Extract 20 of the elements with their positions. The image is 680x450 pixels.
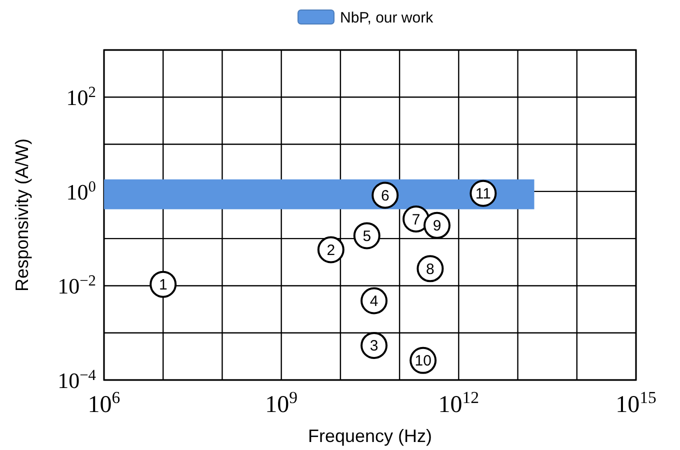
annotation: 4 — [370, 292, 378, 310]
legend-label: NbP, our work — [340, 9, 434, 26]
annotation: 3 — [370, 338, 378, 355]
annotation: 6 — [380, 187, 390, 204]
y-axis-title: Responsivity (A/W) — [12, 138, 32, 292]
annotation: 1 — [158, 276, 168, 294]
x-tick-label: 10$^{9}$ — [265, 388, 298, 418]
x-axis-title: Frequency (Hz) — [308, 426, 432, 446]
y-tick-label: 10$^{2}$ — [66, 84, 96, 110]
annotation: 9 — [432, 218, 442, 235]
annotation: 7 — [412, 211, 420, 228]
x-tick-label: 10$^{15}$ — [616, 388, 656, 418]
x-tick-label: 10$^{12}$ — [438, 388, 480, 418]
y-tick-label: 10$^{−2}$ — [58, 272, 96, 299]
annotation: 11 — [475, 186, 491, 203]
annotation: 10 — [414, 352, 432, 370]
y-tick-label: 10$^{0}$ — [66, 178, 96, 204]
annotation: 5 — [362, 228, 372, 245]
annotation: 2 — [326, 242, 336, 259]
annotation: 8 — [426, 260, 434, 278]
